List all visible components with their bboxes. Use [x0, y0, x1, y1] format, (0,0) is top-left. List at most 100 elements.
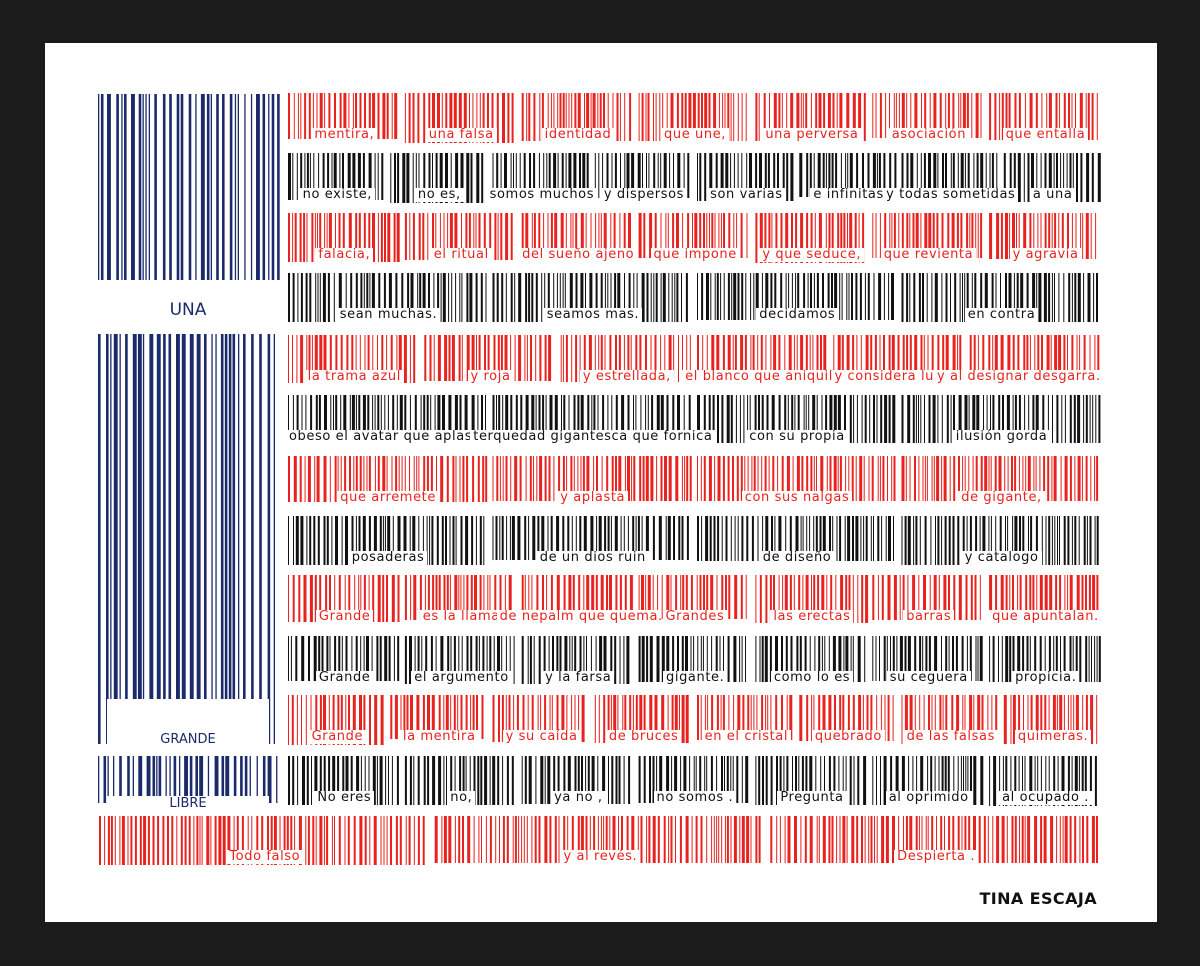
- stripe-phrase: la trama azul: [304, 370, 404, 384]
- stripe-phrase: no es,: [414, 188, 464, 202]
- stripe-phrase: su ceguera: [886, 671, 971, 685]
- stripe-phrase: a una: [1029, 188, 1076, 202]
- union-text-grande: GRANDE: [160, 732, 216, 747]
- stripe-bars: [288, 335, 1100, 384]
- union-label-libre: LIBRE: [107, 796, 269, 812]
- stripe-phrase: barras: [903, 610, 955, 624]
- stripe-phrase: que revienta: [880, 248, 977, 262]
- stripe-phrase: Grande: [315, 671, 374, 685]
- stripe-bars: [288, 695, 1098, 745]
- stripe-phrase: de nepalm que quema.: [496, 610, 662, 624]
- stripe-phrase: de bruces: [605, 730, 682, 744]
- stripe-phrase: de las falsas: [903, 730, 998, 744]
- stripe-bars: [288, 93, 1098, 143]
- stripe-phrase: una falsa: [425, 128, 497, 142]
- barcode-stripe: Todo falso y al revés. Despierta .: [97, 816, 1104, 868]
- stripe-phrase: del sueño ajeno: [519, 248, 638, 262]
- stripe-bars: [288, 213, 1097, 263]
- barcode-stripe: posaderas de un dios ruin de diseño y catal…: [286, 516, 1104, 568]
- stripe-phrase: y todas sometidas: [883, 188, 1019, 202]
- stripe-phrase: falacia,: [315, 248, 374, 262]
- stripe-phrase: de un dios ruin: [536, 551, 649, 565]
- stripe-phrase: somos muchos: [486, 188, 598, 202]
- stripe-phrase: el blanco que aniquila: [682, 370, 845, 384]
- barcode-stripe: sean muchas. seamos mas. decidamos en contr…: [286, 273, 1104, 325]
- stripe-phrase: mentira,: [311, 128, 378, 142]
- stripe-phrase: no existe,: [299, 188, 376, 202]
- stripe-phrase: posaderas: [348, 551, 428, 565]
- stripe-phrase: son varias: [707, 188, 786, 202]
- stripe-phrase: identidad: [541, 128, 615, 142]
- stripe-phrase: como lo es: [770, 671, 854, 685]
- union-text-libre: LIBRE: [169, 796, 207, 811]
- stripe-bars: [99, 816, 1098, 865]
- barcode-stripe: obeso el avatar que aplasta y manipula, t…: [286, 395, 1104, 447]
- barcode-stripe: falacia, el ritual del sueño ajeno que impo…: [286, 213, 1104, 265]
- barcode-stripe: la trama azul y roja y estrellada, el blanc…: [286, 335, 1104, 387]
- stripe-bars: [288, 636, 1101, 684]
- stripe-phrase: que une,: [661, 128, 730, 142]
- stripe-phrase: y considera luego,: [831, 370, 968, 384]
- stripe-phrase: sean muchas.: [336, 308, 441, 322]
- stripe-phrase: en el cristal: [701, 730, 792, 744]
- barcode-stripe: Grande la mentira y su caída de bruces en el…: [286, 695, 1104, 747]
- stripe-phrase: el argumento: [411, 671, 512, 685]
- stripe-phrase: una perversa: [762, 128, 862, 142]
- stripe-phrase: terquedad gigantesca que fornica: [470, 430, 716, 444]
- union-label-grande: GRANDE: [107, 699, 269, 750]
- barcode-stripe: No eres no, ya no , no somos . Pregunta al op…: [286, 756, 1104, 808]
- stripe-phrase: Grande: [308, 730, 367, 744]
- stripe-phrase: Pregunta: [777, 791, 847, 805]
- stripe-phrase: y estrellada,: [579, 370, 674, 384]
- barcode-stripe: Grande es la llama de nepalm que quema. Gra…: [286, 575, 1104, 627]
- stripe-phrase: ya no ,: [551, 791, 606, 805]
- stripe-phrase: al oprimido: [885, 791, 972, 805]
- stripe-phrase: las erectas: [770, 610, 854, 624]
- union-label-una: UNA: [107, 280, 269, 331]
- stripe-phrase: e infinitas: [810, 188, 887, 202]
- poster-canvas: UNA GRANDE LIBRE mentira, una falsa identi…: [45, 43, 1157, 922]
- stripe-phrase: propicia.: [1012, 671, 1080, 685]
- barcode-stripe: que arremete y aplasta con sus nalgas de gi…: [286, 456, 1104, 508]
- stripe-phrase: quimeras.: [1014, 730, 1092, 744]
- stripe-phrase: asociación: [888, 128, 970, 142]
- stripe-bars: [288, 395, 1101, 443]
- barcode-stripe: mentira, una falsa identidad que une, una pe…: [286, 93, 1104, 145]
- stripe-phrase: es la llama: [419, 610, 503, 624]
- stripe-phrase: Grandes: [662, 610, 728, 624]
- stripe-phrase: con sus nalgas: [741, 491, 853, 505]
- stripe-phrase: y catalogo: [961, 551, 1042, 565]
- stripe-phrase: que apuntalan.: [989, 610, 1102, 624]
- stripe-phrase: de diseño: [759, 551, 835, 565]
- stripe-phrase: y al designar desgarra.: [934, 370, 1104, 384]
- stripe-phrase: de gigante,: [958, 491, 1045, 505]
- stripe-bars: [288, 516, 1099, 565]
- stripe-phrase: no somos .: [653, 791, 737, 805]
- stripe-phrase: que arremete: [337, 491, 439, 505]
- stripe-phrase: Despierta .: [894, 850, 979, 864]
- artist-signature: TINA ESCAJA: [979, 889, 1097, 908]
- stripe-phrase: y agravia: [1009, 248, 1082, 262]
- union-text-una: UNA: [169, 300, 207, 320]
- stripe-phrase: no,: [447, 791, 476, 805]
- stripe-bars: [288, 456, 1099, 502]
- stripe-bars: [288, 153, 1101, 203]
- barcode-stripe: Grande el argumento y la farsa gigante. como…: [286, 636, 1104, 688]
- stripe-phrase: en contra: [964, 308, 1039, 322]
- stripe-phrase: y roja: [467, 370, 514, 384]
- stripe-phrase: y aplasta: [557, 491, 629, 505]
- stripe-phrase: y la farsa: [542, 671, 615, 685]
- blue-barcode-canton: [98, 94, 280, 803]
- stripe-phrase: y que seduce,: [759, 248, 865, 262]
- stripe-bars: [288, 575, 1099, 623]
- stripe-phrase: la mentira: [399, 730, 479, 744]
- stripe-phrase: con su propia: [746, 430, 848, 444]
- barcode-stripe: no existe, no es, somos muchos y dispersos s…: [286, 153, 1104, 205]
- stripe-phrase: Grande: [315, 610, 374, 624]
- stripe-phrase: que impone: [650, 248, 740, 262]
- stripe-phrase: y al revés.: [560, 850, 641, 864]
- stripe-phrase: que entalla: [1002, 128, 1089, 142]
- stripe-phrase: Todo falso: [226, 850, 304, 864]
- stripe-phrase: al ocupado .: [999, 791, 1093, 805]
